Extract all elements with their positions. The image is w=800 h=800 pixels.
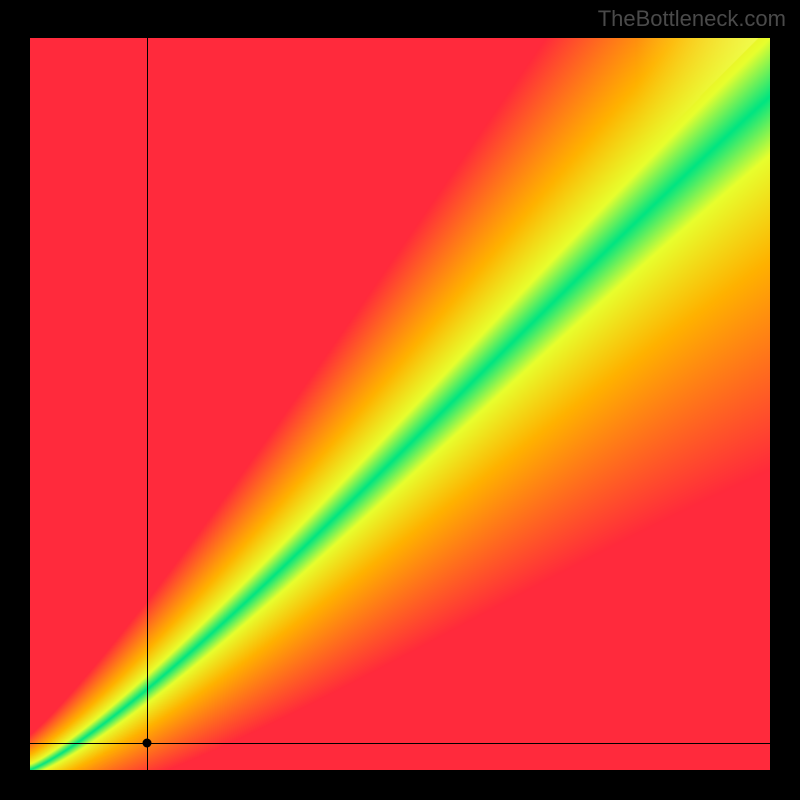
crosshair-vertical [147,38,148,770]
heatmap-canvas [30,38,770,770]
watermark-text: TheBottleneck.com [598,6,786,32]
crosshair-horizontal [30,743,770,744]
bottleneck-heatmap-chart [30,38,770,770]
crosshair-marker-dot [142,738,151,747]
